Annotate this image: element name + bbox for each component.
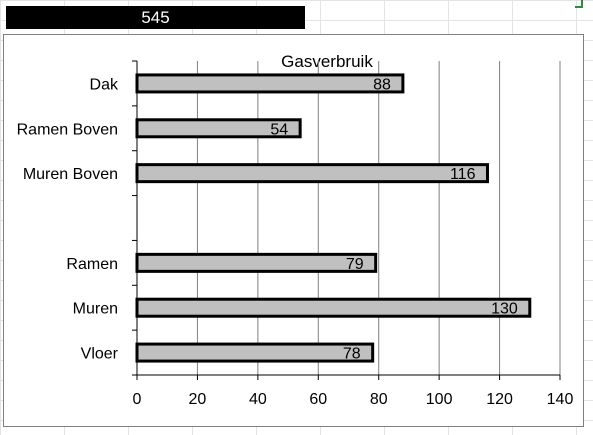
x-tick-label: 20 [189,391,207,408]
cell-selection-mark [575,0,583,8]
x-tick-label: 140 [547,391,574,408]
x-tick-label: 60 [309,391,327,408]
x-tick-label: 120 [486,391,513,408]
bar [135,297,532,318]
chart-title: Gasverbruik [281,52,373,71]
category-label: Ramen Boven [17,121,118,138]
category-label: Ramen [66,256,118,273]
bar [135,73,405,94]
x-tick-label: 100 [426,391,453,408]
data-labels: 88 54 116 79 130 78 [270,76,518,362]
grid-lines [196,61,561,375]
data-label: 130 [491,301,518,318]
data-label: 79 [346,256,364,273]
data-label: 78 [343,346,361,363]
bar [135,252,378,273]
category-label: Muren Boven [23,166,118,183]
data-label: 54 [270,121,288,138]
x-tick-label: 0 [133,391,142,408]
category-label: Vloer [81,346,119,363]
category-label: Dak [90,76,119,93]
data-label: 88 [373,76,391,93]
bar [135,163,489,184]
bar [135,342,375,363]
category-labels: Dak Ramen Boven Muren Boven Ramen Muren Vloer [17,76,119,362]
category-label: Muren [73,301,118,318]
x-tick-label: 40 [249,391,267,408]
x-tick-label: 80 [370,391,388,408]
total-cell[interactable]: 545 [6,6,305,29]
tick-labels: 0 20 40 60 80 100 120 140 [133,391,574,408]
data-label: 116 [450,166,476,183]
axes [132,60,561,380]
bars [135,73,532,363]
